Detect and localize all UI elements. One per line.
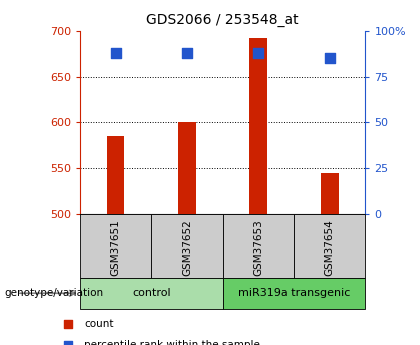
Bar	[223, 278, 365, 309]
Bar	[151, 214, 223, 278]
Point	[65, 343, 71, 345]
Text: GSM37651: GSM37651	[110, 219, 121, 276]
Title: GDS2066 / 253548_at: GDS2066 / 253548_at	[146, 13, 299, 27]
Text: genotype/variation: genotype/variation	[4, 288, 103, 298]
Bar	[107, 136, 124, 214]
Bar	[321, 173, 339, 214]
Text: GSM37653: GSM37653	[253, 219, 263, 276]
Point	[112, 50, 119, 56]
Point	[255, 50, 262, 56]
Bar	[80, 278, 223, 309]
Bar	[249, 38, 267, 214]
Text: count: count	[84, 319, 113, 329]
Text: GSM37652: GSM37652	[182, 219, 192, 276]
Text: percentile rank within the sample: percentile rank within the sample	[84, 341, 260, 345]
Bar	[223, 214, 294, 278]
Text: miR319a transgenic: miR319a transgenic	[238, 288, 350, 298]
Point	[184, 50, 190, 56]
Bar	[178, 122, 196, 214]
Text: control: control	[132, 288, 171, 298]
Text: GSM37654: GSM37654	[325, 219, 335, 276]
Point	[65, 321, 71, 327]
Bar	[294, 214, 365, 278]
Bar	[80, 214, 151, 278]
Point	[326, 56, 333, 61]
